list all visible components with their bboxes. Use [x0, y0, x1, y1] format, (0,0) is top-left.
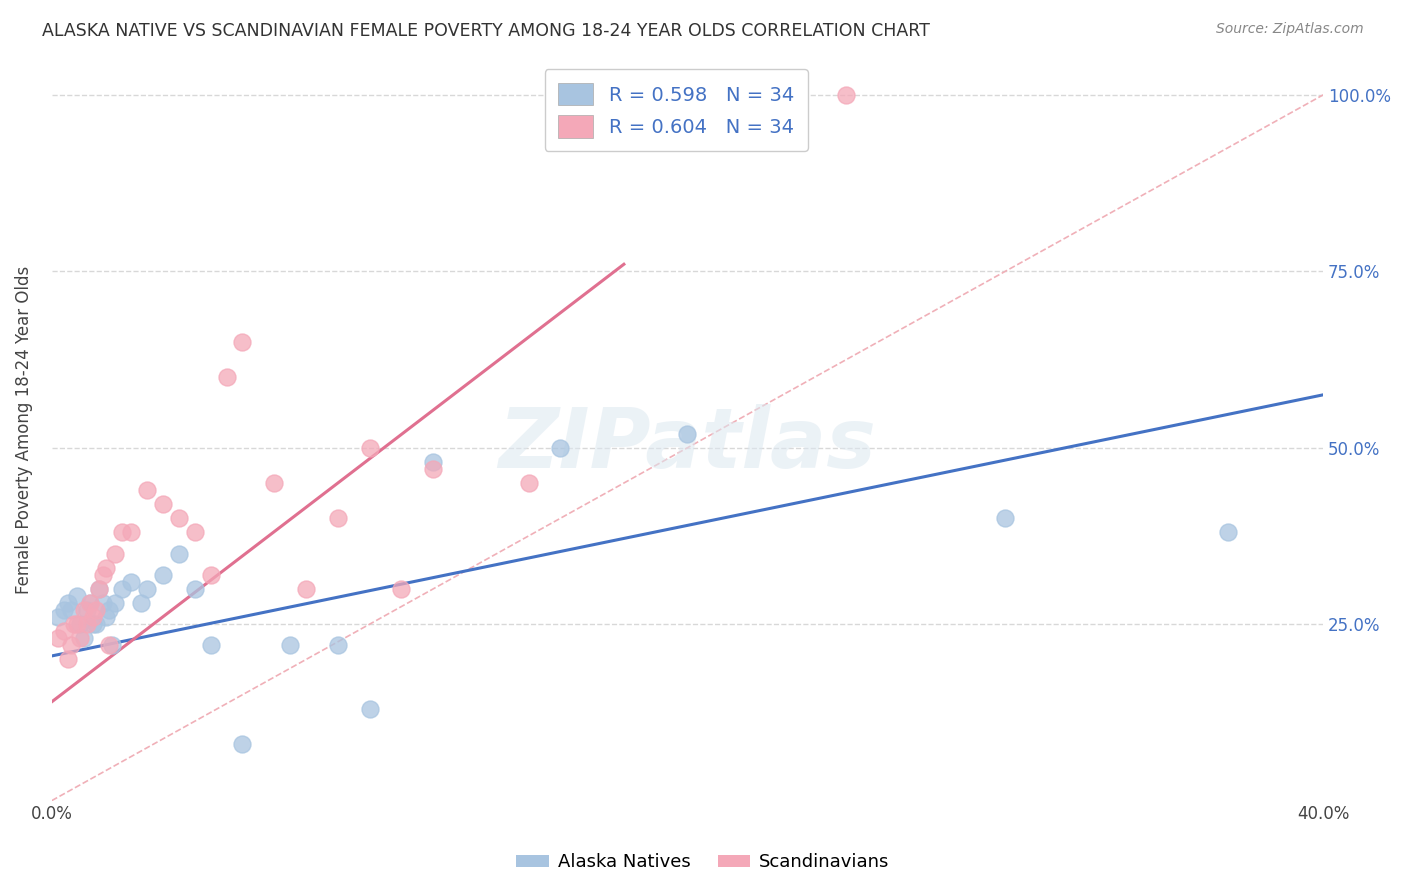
Point — [76, 617, 98, 632]
Point — [1216, 525, 1239, 540]
Point — [56, 652, 79, 666]
Point — [215, 370, 238, 384]
Point — [79, 596, 101, 610]
Point — [136, 483, 159, 497]
Point — [152, 497, 174, 511]
Point — [104, 547, 127, 561]
Point — [82, 617, 104, 632]
Point — [129, 596, 152, 610]
Point — [46, 632, 69, 646]
Point — [994, 511, 1017, 525]
Point — [136, 582, 159, 596]
Point — [91, 567, 114, 582]
Point — [184, 525, 207, 540]
Point — [120, 574, 142, 589]
Legend: Alaska Natives, Scandinavians: Alaska Natives, Scandinavians — [509, 847, 897, 879]
Point — [82, 610, 104, 624]
Point — [63, 617, 86, 632]
Point — [84, 617, 107, 632]
Point — [97, 603, 120, 617]
Point — [676, 426, 699, 441]
Point — [53, 624, 76, 639]
Point — [69, 617, 91, 632]
Text: Source: ZipAtlas.com: Source: ZipAtlas.com — [1216, 22, 1364, 37]
Point — [72, 603, 94, 617]
Point — [550, 441, 572, 455]
Point — [167, 511, 190, 525]
Point — [89, 582, 111, 596]
Point — [101, 638, 124, 652]
Legend: R = 0.598   N = 34, R = 0.604   N = 34: R = 0.598 N = 34, R = 0.604 N = 34 — [544, 70, 807, 151]
Point — [263, 476, 285, 491]
Point — [295, 582, 318, 596]
Point — [359, 702, 381, 716]
Point — [422, 462, 444, 476]
Point — [111, 582, 134, 596]
Point — [104, 596, 127, 610]
Point — [91, 596, 114, 610]
Point — [46, 610, 69, 624]
Point — [326, 511, 349, 525]
Point — [835, 87, 858, 102]
Point — [69, 632, 91, 646]
Point — [94, 610, 117, 624]
Text: ALASKA NATIVE VS SCANDINAVIAN FEMALE POVERTY AMONG 18-24 YEAR OLDS CORRELATION C: ALASKA NATIVE VS SCANDINAVIAN FEMALE POV… — [42, 22, 929, 40]
Point — [517, 476, 540, 491]
Point — [422, 455, 444, 469]
Point — [200, 638, 222, 652]
Point — [89, 582, 111, 596]
Point — [97, 638, 120, 652]
Point — [120, 525, 142, 540]
Point — [59, 638, 82, 652]
Point — [184, 582, 207, 596]
Point — [200, 567, 222, 582]
Text: ZIPatlas: ZIPatlas — [499, 404, 876, 485]
Point — [359, 441, 381, 455]
Point — [111, 525, 134, 540]
Point — [66, 589, 89, 603]
Point — [72, 632, 94, 646]
Point — [53, 603, 76, 617]
Point — [231, 737, 253, 751]
Point — [167, 547, 190, 561]
Point — [66, 617, 89, 632]
Point — [231, 334, 253, 349]
Point — [152, 567, 174, 582]
Point — [278, 638, 301, 652]
Point — [79, 596, 101, 610]
Point — [326, 638, 349, 652]
Point — [76, 603, 98, 617]
Point — [94, 560, 117, 574]
Y-axis label: Female Poverty Among 18-24 Year Olds: Female Poverty Among 18-24 Year Olds — [15, 266, 32, 594]
Point — [84, 603, 107, 617]
Point — [56, 596, 79, 610]
Point — [59, 603, 82, 617]
Point — [389, 582, 412, 596]
